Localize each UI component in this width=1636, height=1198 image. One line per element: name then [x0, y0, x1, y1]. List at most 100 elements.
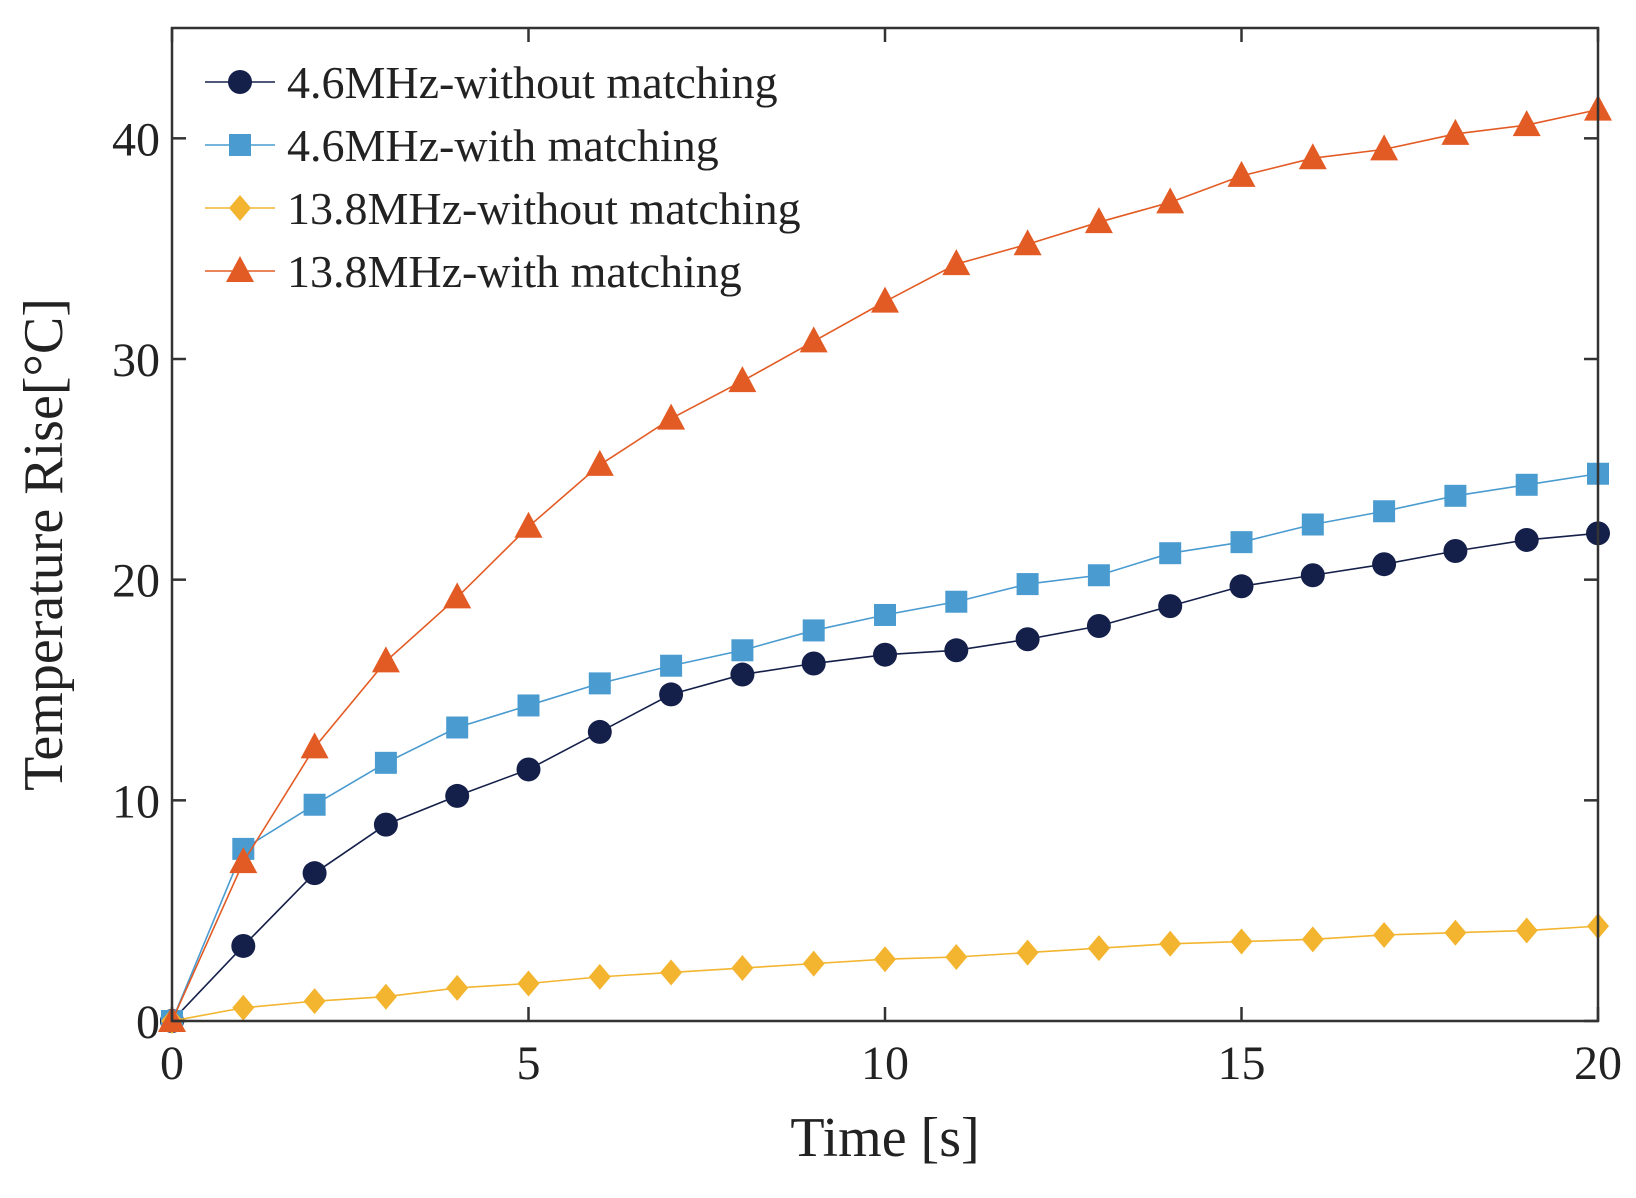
data-point [657, 403, 686, 430]
data-point [1514, 527, 1539, 552]
legend-label: 4.6MHz-without matching [287, 57, 778, 108]
data-point [1087, 564, 1110, 587]
data-point [731, 955, 754, 982]
data-point [944, 638, 969, 663]
data-point [303, 793, 326, 816]
data-point [1515, 473, 1538, 496]
data-point [871, 286, 899, 313]
legend-item: 13.8MHz-with matching [205, 246, 742, 297]
data-point [874, 603, 896, 626]
data-point [1158, 594, 1183, 619]
data-point [1084, 207, 1113, 234]
y-tick-label: 0 [136, 996, 160, 1049]
series-4-6mhz-without-matching [160, 521, 1610, 1033]
legend-label: 4.6MHz-with matching [287, 120, 719, 171]
legend-item: 4.6MHz-without matching [205, 57, 778, 108]
data-point [445, 783, 470, 808]
data-point [231, 933, 256, 958]
data-point [945, 590, 968, 613]
data-point [446, 974, 469, 1001]
data-point [731, 639, 754, 662]
data-point [1300, 563, 1325, 588]
data-point [373, 812, 398, 837]
data-point [1301, 513, 1324, 536]
data-point [587, 719, 612, 744]
x-tick-label: 15 [1218, 1037, 1266, 1090]
data-point [799, 326, 828, 353]
data-point [1156, 187, 1185, 214]
x-tick-label: 0 [160, 1037, 184, 1090]
data-point [300, 732, 329, 759]
legend-marker [228, 70, 252, 94]
legend-label: 13.8MHz-with matching [287, 246, 742, 297]
data-point [371, 646, 400, 673]
data-point [374, 983, 397, 1010]
data-point [660, 959, 683, 986]
data-point [517, 970, 540, 997]
data-point [588, 963, 611, 990]
data-point [1373, 500, 1396, 523]
y-tick-label: 10 [112, 775, 160, 828]
data-point [728, 366, 757, 393]
y-tick-label: 20 [112, 555, 160, 608]
ticks-layer: 0 5 10 15 20 0 10 20 30 40 [112, 28, 1622, 1090]
data-point [1159, 542, 1182, 565]
y-tick-label: 30 [112, 334, 160, 387]
x-tick-label: 20 [1574, 1037, 1622, 1090]
data-point [516, 757, 541, 782]
data-point [1372, 552, 1397, 577]
legend-item: 4.6MHz-with matching [205, 120, 719, 171]
data-point [229, 847, 258, 874]
data-point [1013, 229, 1042, 256]
data-point [1443, 538, 1468, 563]
data-point [1087, 935, 1110, 962]
data-point [874, 946, 896, 973]
data-point [302, 861, 327, 886]
data-point [585, 449, 614, 476]
x-tick-label: 10 [861, 1037, 909, 1090]
data-point [1301, 926, 1324, 953]
data-point [1444, 484, 1467, 507]
data-point [446, 716, 469, 739]
data-point [1229, 574, 1254, 599]
data-point [945, 944, 968, 971]
legend-marker [226, 256, 254, 282]
x-tick-label: 5 [517, 1037, 541, 1090]
y-axis-label: Temperature Rise[°C] [13, 298, 75, 791]
data-point [303, 988, 326, 1015]
data-point [659, 682, 684, 707]
legend-marker [229, 134, 251, 156]
data-point [1512, 110, 1541, 137]
data-point [374, 751, 397, 774]
legend: 4.6MHz-without matching 4.6MHz-with match… [205, 57, 801, 297]
data-point [1227, 160, 1256, 187]
data-point [514, 511, 543, 538]
data-point [1086, 614, 1111, 639]
data-point [1016, 573, 1039, 596]
data-point [517, 694, 540, 717]
data-point [873, 642, 897, 667]
series-layer [158, 94, 1612, 1034]
data-point [1444, 919, 1467, 946]
data-point [802, 950, 825, 977]
data-point [730, 662, 755, 687]
data-point [1230, 928, 1253, 955]
data-point [1159, 930, 1182, 957]
data-point [801, 651, 826, 676]
y-tick-label: 40 [112, 113, 160, 166]
data-point [802, 619, 825, 642]
data-point [1515, 917, 1538, 944]
data-point [1016, 939, 1039, 966]
data-point [660, 654, 683, 677]
data-point [232, 994, 255, 1021]
data-point [1015, 627, 1040, 652]
data-point [942, 249, 971, 276]
data-point [1370, 134, 1399, 161]
legend-marker [229, 195, 251, 221]
data-point [588, 672, 611, 695]
data-point [443, 582, 472, 609]
data-point [1298, 143, 1327, 170]
data-point [1373, 921, 1396, 948]
